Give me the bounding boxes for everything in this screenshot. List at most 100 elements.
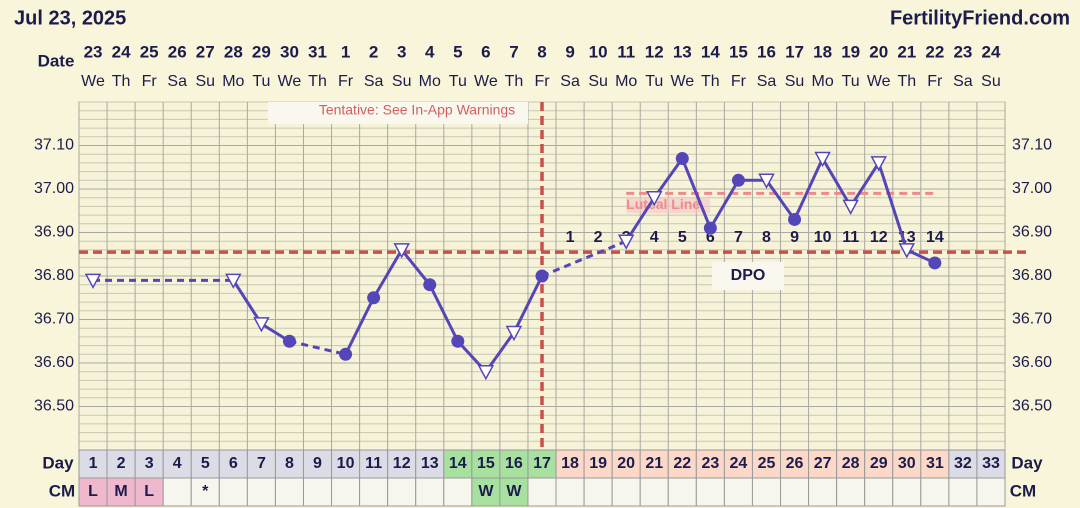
cm-cell: [162, 477, 192, 507]
date-label: 10: [589, 42, 608, 61]
day-cell: [387, 449, 417, 479]
weekday-label: Mo: [419, 73, 441, 90]
day-cell: [471, 449, 501, 479]
day-number: 25: [758, 455, 776, 472]
cm-cell: [723, 477, 753, 507]
weekday-label: Th: [897, 73, 916, 90]
day-row-label-right: Day: [1011, 453, 1043, 472]
y-tick-label-right: 36.80: [1012, 267, 1052, 284]
weekday-label: Sa: [167, 73, 187, 90]
weekday-label: We: [670, 73, 694, 90]
day-number: 9: [313, 455, 322, 472]
temp-segment: [793, 157, 824, 221]
day-cell: [723, 449, 753, 479]
date-label: 20: [869, 42, 888, 61]
warning-box: [268, 102, 528, 124]
day-number: 31: [926, 455, 944, 472]
rows: 23We24Th25Fr26Sa27Su28Mo29Tu30We31Th1Fr2…: [42, 42, 1043, 507]
cm-cell: [443, 477, 473, 507]
weekday-label: Tu: [645, 73, 663, 90]
date-label: 5: [453, 42, 462, 61]
cm-cell: [134, 477, 164, 507]
weekday-label: Mo: [222, 73, 244, 90]
temp-dot: [423, 278, 437, 292]
weekday-label: Mo: [811, 73, 833, 90]
temp-segment: [849, 162, 880, 208]
date-label: 7: [509, 42, 518, 61]
temp-triangle: [477, 364, 495, 381]
date-label: 18: [813, 42, 832, 61]
y-tick-label-right: 36.70: [1012, 311, 1052, 328]
temp-dot: [367, 291, 381, 305]
temp-dot: [451, 334, 465, 348]
day-number: 1: [89, 455, 98, 472]
temp-segment: [680, 157, 712, 229]
day-number: 22: [673, 455, 691, 472]
y-tick-label-right: 36.50: [1012, 398, 1052, 415]
cm-cell: [331, 477, 361, 507]
y-tick-label: 36.50: [34, 398, 74, 415]
weekday-label: Tu: [842, 73, 860, 90]
weekday-label: Th: [505, 73, 524, 90]
day-number: 2: [117, 455, 126, 472]
dpo-number: 1: [566, 229, 575, 246]
date-label: 23: [84, 42, 103, 61]
day-cell: [780, 449, 810, 479]
date-label: 3: [397, 42, 406, 61]
temp-segment: [541, 239, 627, 278]
temp-triangle: [898, 243, 916, 259]
weekday-label: Sa: [757, 73, 777, 90]
temp-triangle: [870, 156, 887, 172]
cm-cell: [359, 477, 389, 507]
date-label: 28: [224, 42, 243, 61]
cm-cell: [555, 477, 585, 507]
day-cell: [246, 449, 276, 479]
temp-segment: [709, 179, 740, 229]
date-label: 16: [757, 42, 776, 61]
day-number: 16: [505, 455, 523, 472]
y-tick-label: 36.80: [34, 267, 74, 284]
temp-dot: [703, 221, 717, 235]
warning-text: Tentative: See In-App Warnings: [319, 102, 515, 118]
dpo-number: 11: [842, 229, 859, 246]
weekday-label: Tu: [449, 73, 467, 90]
date-label: 19: [841, 42, 860, 61]
temp-triangle: [645, 190, 663, 207]
dpo-number: 8: [762, 229, 771, 246]
day-cell: [751, 449, 782, 479]
weekday-label: Su: [785, 73, 805, 90]
cm-entry: L: [88, 483, 98, 500]
weekday-label: Sa: [560, 73, 580, 90]
y-tick-label: 37.10: [34, 137, 74, 154]
weekday-label: We: [867, 73, 891, 90]
dpo-number: 14: [926, 229, 944, 246]
date-label: 4: [425, 42, 435, 61]
weekday-label: Su: [392, 73, 412, 90]
day-number: 3: [145, 455, 154, 472]
day-number: 23: [701, 455, 719, 472]
temp-segment: [344, 297, 375, 355]
temp-dot: [788, 212, 802, 226]
weekday-label: Fr: [927, 73, 943, 90]
date-label: 11: [617, 42, 635, 61]
day-number: 27: [814, 455, 832, 472]
weekday-label: Su: [195, 73, 215, 90]
weekday-label: Fr: [731, 73, 747, 90]
temp-segment: [765, 179, 796, 221]
dpo-number: 7: [734, 229, 743, 246]
weekday-label: Sa: [953, 73, 973, 90]
date-label: 26: [168, 42, 187, 61]
day-number: 12: [393, 455, 411, 472]
date-label: 22: [925, 42, 944, 61]
day-cell: [920, 449, 950, 479]
date-label: 23: [953, 42, 972, 61]
cm-cell: [667, 477, 697, 507]
cm-entry: L: [144, 483, 154, 500]
day-number: 5: [201, 455, 210, 472]
day-cell: [864, 449, 894, 479]
weekday-label: Fr: [338, 73, 354, 90]
date-label: 13: [673, 42, 692, 61]
weekday-label: Sa: [364, 73, 384, 90]
